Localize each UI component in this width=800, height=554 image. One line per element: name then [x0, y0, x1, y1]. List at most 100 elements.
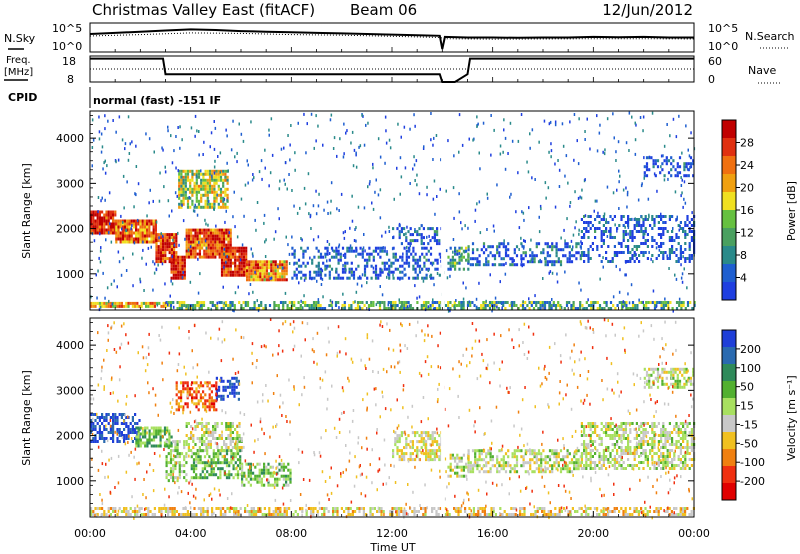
power-cell [155, 260, 158, 264]
power-cell [343, 152, 345, 156]
power-cell [689, 156, 693, 160]
velocity-cell [186, 510, 189, 513]
power-cell [496, 245, 499, 249]
power-cell [264, 304, 267, 307]
velocity-cell [535, 458, 538, 462]
power-cell [454, 252, 457, 256]
power-cell [216, 240, 219, 244]
power-cell [238, 273, 241, 277]
power-cell [319, 307, 322, 310]
power-cell [330, 199, 332, 203]
velocity-cell [439, 507, 442, 510]
power-cell [225, 260, 227, 264]
velocity-cell [673, 507, 676, 510]
power-cell [644, 232, 646, 236]
power-cell [662, 251, 665, 254]
power-cell [196, 237, 199, 241]
power-cell [192, 237, 195, 241]
power-cell [641, 182, 643, 186]
power-cell [168, 251, 171, 255]
power-cell [600, 245, 603, 248]
power-cell [304, 273, 307, 277]
velocity-cell [141, 435, 145, 439]
velocity-cell [456, 453, 459, 457]
velocity-cell [227, 446, 230, 449]
power-cell [176, 301, 179, 304]
power-cell [351, 219, 354, 223]
power-cell [192, 228, 195, 232]
power-cell [585, 301, 588, 304]
power-cell [135, 231, 138, 235]
velocity-cell [460, 465, 463, 469]
velocity-cell [478, 458, 481, 462]
power-cell [152, 288, 154, 292]
power-cell [566, 245, 569, 249]
power-cell [561, 122, 564, 126]
velocity-cell [167, 479, 170, 483]
power-cell [653, 307, 657, 310]
power-cell [257, 263, 260, 267]
power-cell [155, 220, 158, 224]
power-cell [635, 221, 638, 224]
velocity-cell [167, 461, 170, 465]
power-cell [355, 151, 357, 155]
power-cell [238, 249, 241, 253]
velocity-cell [144, 432, 147, 436]
power-cell [208, 175, 212, 179]
velocity-cell [289, 474, 292, 478]
power-cell [596, 301, 599, 304]
power-cell [328, 264, 331, 268]
velocity-cell [135, 444, 138, 448]
power-cell [434, 267, 437, 271]
velocity-cell [485, 452, 488, 456]
velocity-cell [535, 461, 538, 465]
velocity-cell [260, 471, 263, 475]
velocity-cell [554, 507, 557, 510]
velocity-cell [555, 461, 558, 465]
velocity-cell [225, 422, 228, 425]
power-cell [124, 219, 127, 223]
power-cell [425, 276, 428, 280]
power-cell [642, 254, 645, 257]
velocity-cell [141, 432, 145, 436]
velocity-cell [558, 507, 561, 510]
velocity-cell [208, 393, 211, 397]
power-cell [186, 199, 190, 203]
power-cell [403, 301, 406, 304]
velocity-cell [551, 449, 554, 453]
power-cell [555, 245, 558, 249]
power-cell [397, 122, 399, 126]
power-cell [155, 254, 158, 258]
power-cell [248, 292, 250, 296]
power-cell [691, 307, 694, 310]
power-cell [539, 258, 541, 262]
power-cell [477, 122, 479, 126]
power-cell [587, 248, 590, 251]
velocity-cell [109, 431, 112, 434]
power-cell [321, 307, 324, 310]
power-cell [177, 126, 179, 129]
velocity-cell [136, 422, 139, 425]
nsearch-label: N.Search [745, 30, 795, 43]
power-cell [368, 255, 371, 259]
power-cell [112, 119, 114, 122]
power-cell [208, 181, 212, 185]
power-cell [296, 211, 299, 215]
velocity-cell [480, 449, 483, 453]
power-cell [214, 255, 217, 259]
power-cell [240, 249, 243, 253]
power-cell [213, 175, 216, 179]
power-cell [537, 301, 540, 304]
power-cell [407, 242, 410, 246]
power-cell [587, 257, 590, 260]
power-cell [342, 292, 344, 296]
power-cell [250, 272, 253, 276]
power-cell [649, 301, 652, 304]
velocity-cell [620, 507, 623, 510]
power-cell [146, 225, 149, 229]
power-cell [640, 184, 643, 188]
power-cell [198, 153, 200, 157]
power-cell [247, 163, 249, 167]
power-cell [202, 178, 205, 182]
power-cell [430, 112, 432, 115]
